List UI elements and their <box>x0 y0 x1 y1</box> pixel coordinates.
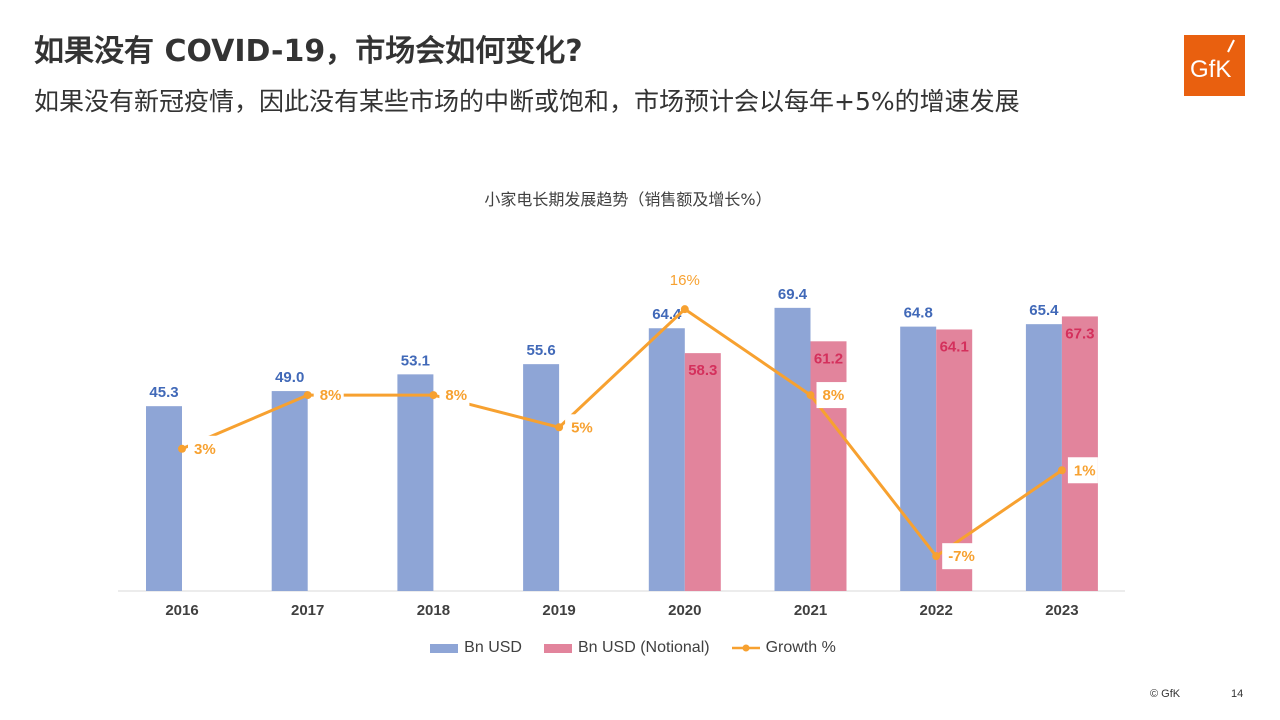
growth-label: 16% <box>670 272 700 289</box>
growth-point <box>680 305 689 314</box>
growth-point <box>806 391 815 400</box>
legend-item-bn-usd: Bn USD <box>430 639 522 657</box>
page-number: 14 <box>1231 688 1244 700</box>
growth-point <box>555 423 564 432</box>
growth-point <box>932 552 941 561</box>
legend-swatch <box>430 643 459 653</box>
x-tick-label: 2018 <box>417 602 450 619</box>
bar-notional <box>1061 316 1098 591</box>
growth-label: 8% <box>320 387 342 404</box>
x-tick-label: 2022 <box>920 602 953 619</box>
chart-title: 小家电长期发展趋势（销售额及增长%） <box>484 190 772 209</box>
growth-label: 8% <box>445 387 467 404</box>
bar-label-notional: 58.3 <box>688 362 717 379</box>
bar-label: 53.1 <box>401 352 430 369</box>
legend-label: Bn USD <box>464 639 522 656</box>
growth-label-bg <box>942 543 982 570</box>
growth-label-bg <box>1067 457 1098 484</box>
growth-label-bg <box>313 382 344 409</box>
growth-label-bg <box>565 414 596 441</box>
bar-notional <box>684 353 721 591</box>
growth-label: 3% <box>194 441 216 458</box>
bar-bn-usd <box>397 374 434 591</box>
legend-label: Growth % <box>765 639 836 656</box>
bar-bn-usd <box>523 364 560 591</box>
bar-bn-usd <box>774 307 811 591</box>
growth-label: -7% <box>948 548 975 565</box>
growth-label-bg <box>816 382 847 409</box>
svg-text:GfK: GfK <box>1190 56 1231 83</box>
x-tick-label: 2016 <box>165 602 198 619</box>
x-tick-label: 2019 <box>542 602 575 619</box>
bar-bn-usd <box>146 406 182 591</box>
bar-label: 45.3 <box>149 384 178 401</box>
x-tick-label: 2023 <box>1045 602 1078 619</box>
x-tick-label: 2020 <box>668 602 701 619</box>
page-subtitle: 如果没有新冠疫情，因此没有某些市场的中断或饱和，市场预计会以每年+5%的增速发展 <box>34 87 1020 116</box>
legend: Bn USD Bn USD (Notional) Growth % <box>0 639 1266 657</box>
legend-item-notional: Bn USD (Notional) <box>543 639 710 657</box>
legend-line-swatch <box>731 644 760 652</box>
x-tick-label: 2017 <box>291 602 324 619</box>
bar-notional <box>810 341 847 591</box>
growth-point <box>178 444 186 453</box>
copyright: © GfK <box>1150 688 1181 700</box>
legend-label: Bn USD (Notional) <box>577 639 710 656</box>
bar-bn-usd <box>271 391 308 591</box>
legend-item-growth: Growth % <box>731 639 836 657</box>
bar-label: 64.8 <box>904 305 933 322</box>
growth-point <box>429 391 438 400</box>
bar-label: 49.0 <box>275 369 304 386</box>
growth-label: 1% <box>1074 462 1096 479</box>
gfk-logo: GfK <box>1184 35 1245 96</box>
x-tick-label: 2021 <box>794 602 827 619</box>
legend-swatch <box>543 643 572 653</box>
bar-label-notional: 67.3 <box>1065 325 1094 342</box>
growth-point <box>303 391 312 400</box>
page-title: 如果没有 COVID-19，市场会如何变化? <box>34 34 583 69</box>
bar-label: 55.6 <box>526 342 555 359</box>
bar-bn-usd <box>648 328 685 591</box>
bar-label-notional: 61.2 <box>814 350 843 367</box>
growth-point <box>1057 466 1066 475</box>
growth-label-bg <box>439 382 470 409</box>
bar-label: 65.4 <box>1029 302 1059 319</box>
bar-label: 69.4 <box>778 286 808 303</box>
bar-bn-usd <box>1025 324 1062 591</box>
bar-label-notional: 64.1 <box>940 338 969 355</box>
growth-label-bg <box>188 435 218 462</box>
growth-label: 8% <box>823 387 845 404</box>
growth-label: 5% <box>571 419 593 436</box>
